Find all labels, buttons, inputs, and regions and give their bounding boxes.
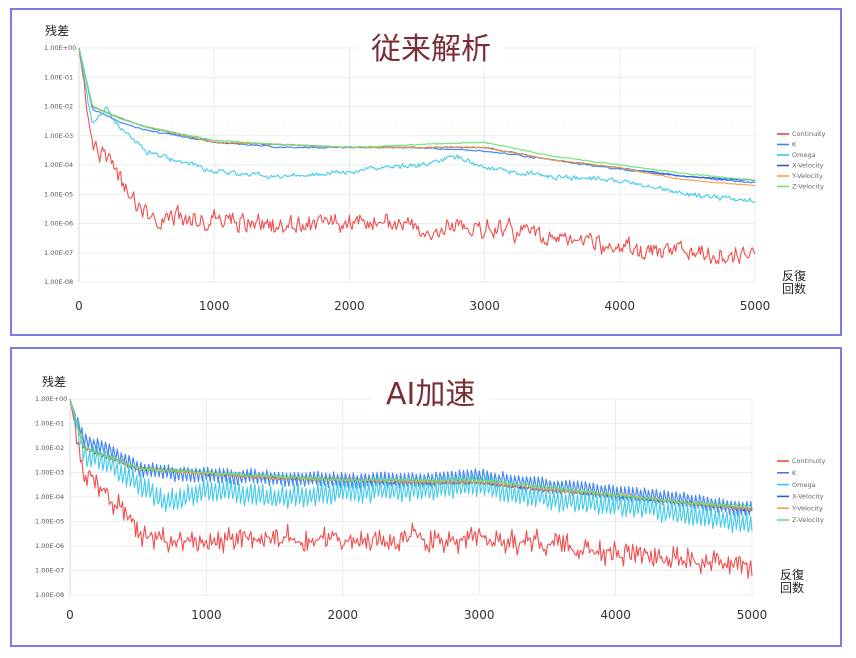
legend-label: Z-Velocity: [792, 516, 824, 524]
legend-label: Y-Velocity: [791, 172, 823, 180]
y-tick-label: 1.00E-02: [35, 444, 64, 452]
y-tick-label: 1.00E-03: [44, 132, 73, 140]
gridlines: [78, 47, 756, 283]
y-tick-label: 1.00E-01: [44, 73, 73, 81]
legend-label: X-Velocity: [792, 493, 824, 501]
y-tick-label: 1.00E-07: [44, 249, 73, 257]
x-tick-label: 3000: [469, 299, 500, 313]
x-tick-label: 2000: [334, 299, 365, 313]
legend-label: Omega: [792, 151, 816, 159]
x-tick-label: 1000: [199, 299, 230, 313]
x-axis-label-line1: 反復: [780, 568, 805, 582]
legend-label: X-Velocity: [792, 162, 824, 170]
x-axis-label: 反復 回数: [782, 270, 806, 296]
y-axis-label: 残差: [42, 375, 67, 389]
legend-label: Omega: [792, 481, 816, 489]
legend-label: Y-Velocity: [791, 504, 823, 512]
series-line-z-velocity: [78, 47, 756, 181]
x-tick-label: 3000: [464, 608, 495, 622]
y-tick-label: 1.00E-04: [35, 493, 64, 501]
legend-label: Z-Velocity: [792, 183, 824, 191]
chart-panel-ai: 1.00E+00 1.00E-01 1.00E-02 1.00E-03 1.00E-04…: [10, 347, 842, 647]
legend-label: K: [792, 141, 797, 149]
chart-svg-ai: 1.00E+00 1.00E-01 1.00E-02 1.00E-03 1.00E-04…: [35, 395, 826, 622]
x-axis-label-line2: 回数: [782, 282, 807, 296]
y-tick-label: 1.00E-06: [35, 542, 64, 550]
legend: Continuity K Omega X-Velocity Y-Velocity Z-Ve…: [777, 130, 826, 191]
series-line-continuity: [69, 398, 753, 579]
x-tick-label: 4000: [605, 299, 636, 313]
series-line-z-velocity: [69, 398, 753, 509]
chart-panel-conventional: 1.00E+00 1.00E-01 1.00E-02 1.00E-03 1.00E-04…: [10, 8, 842, 336]
x-tick-label: 1000: [191, 608, 222, 622]
y-tick-label: 1.00E-05: [35, 518, 64, 526]
x-tick-label: 5000: [740, 299, 771, 313]
x-tick-label: 5000: [737, 608, 768, 622]
y-axis-label: 残差: [45, 24, 70, 38]
y-tick-label: 1.00E-05: [44, 190, 73, 198]
x-tick-label: 0: [75, 299, 83, 313]
y-tick-label: 1.00E-04: [44, 161, 73, 169]
series-line-omega: [78, 47, 756, 204]
x-axis-label-line1: 反復: [782, 269, 807, 283]
y-tick-label: 1.00E-08: [44, 278, 73, 286]
y-tick-label: 1.00E+00: [44, 44, 76, 52]
y-tick-label: 1.00E-01: [35, 420, 64, 428]
legend-label: Continuity: [792, 130, 826, 138]
chart-title: 従来解析: [357, 30, 505, 70]
y-tick-label: 1.00E-02: [44, 103, 73, 111]
x-tick-label: 4000: [600, 608, 631, 622]
y-tick-label: 1.00E-06: [44, 220, 73, 228]
x-tick-label: 0: [66, 608, 74, 622]
legend-label: Continuity: [792, 457, 826, 465]
chart-title: AI加速: [372, 375, 490, 415]
legend: Continuity K Omega X-Velocity Y-Velocity Z-Ve…: [777, 457, 826, 524]
x-axis-label: 反復 回数: [780, 569, 804, 595]
x-tick-label: 2000: [328, 608, 359, 622]
series-line-omega: [69, 398, 753, 534]
y-tick-label: 1.00E-07: [35, 567, 64, 575]
y-tick-label: 1.00E-03: [35, 469, 64, 477]
legend-label: K: [792, 469, 797, 477]
y-tick-label: 1.00E+00: [35, 395, 67, 403]
x-axis-label-line2: 回数: [780, 581, 805, 595]
series-line-y-velocity: [78, 47, 756, 187]
chart-svg-conventional: 1.00E+00 1.00E-01 1.00E-02 1.00E-03 1.00E-04…: [44, 44, 826, 313]
series-line-continuity: [78, 47, 756, 265]
y-tick-label: 1.00E-08: [35, 591, 64, 599]
